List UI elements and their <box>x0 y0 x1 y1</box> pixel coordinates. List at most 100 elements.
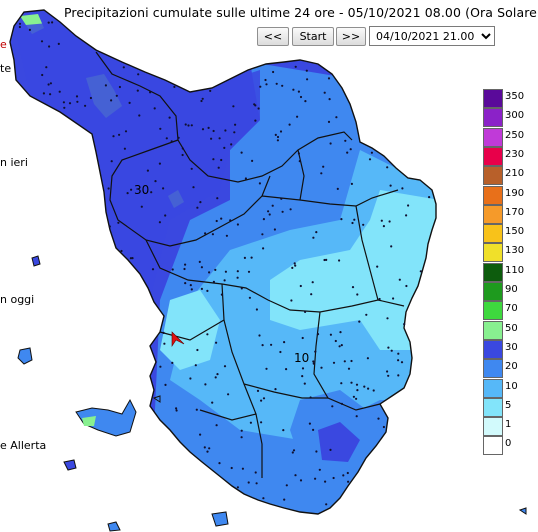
station-dot <box>45 66 48 69</box>
station-dot <box>229 219 232 222</box>
station-dot <box>150 191 153 194</box>
station-dot <box>76 100 79 103</box>
station-dot <box>128 101 131 104</box>
station-dot <box>355 415 358 418</box>
station-dot <box>136 89 139 92</box>
station-dot <box>387 374 390 377</box>
station-dot <box>194 364 197 367</box>
station-dot <box>401 187 404 190</box>
station-dot <box>328 98 331 101</box>
station-dot <box>198 260 201 263</box>
station-dot <box>177 136 180 139</box>
station-dot <box>184 123 187 126</box>
station-dot <box>57 42 60 46</box>
next-button[interactable]: >> <box>336 27 366 46</box>
station-dot <box>181 147 184 150</box>
legend-label: 50 <box>505 322 518 334</box>
legend-label: 250 <box>505 129 525 141</box>
station-dot <box>352 395 355 398</box>
legend-swatch <box>483 243 503 263</box>
legend-label: 10 <box>505 380 518 392</box>
station-dot <box>320 366 323 369</box>
station-dot <box>358 320 361 323</box>
station-dot <box>199 201 202 204</box>
station-dot <box>315 231 318 234</box>
station-dot <box>298 160 301 163</box>
station-dot <box>158 162 161 165</box>
station-dot <box>184 282 187 285</box>
station-dot <box>149 91 152 94</box>
station-dot <box>214 268 217 271</box>
legend-swatch <box>483 339 503 359</box>
station-dot <box>350 182 353 185</box>
legend-label: 230 <box>505 148 525 160</box>
station-dot <box>196 206 199 209</box>
station-dot <box>403 323 406 326</box>
station-dot <box>126 192 129 195</box>
station-dot <box>212 158 215 161</box>
station-dot <box>258 182 261 185</box>
station-dot <box>296 115 299 118</box>
station-dot <box>265 83 268 86</box>
sidebar-text-oggi[interactable]: n oggi <box>0 293 35 306</box>
legend-swatch <box>483 204 503 224</box>
legend-swatch <box>483 224 503 244</box>
time-select[interactable]: 04/10/2021 21.00 <box>369 26 495 46</box>
legend-swatch <box>483 417 503 437</box>
station-dot <box>259 85 262 88</box>
legend-swatch <box>483 320 503 340</box>
start-button[interactable]: Start <box>292 27 334 46</box>
station-dot <box>301 375 304 378</box>
station-dot <box>390 245 393 248</box>
station-dot <box>209 89 212 92</box>
station-dot <box>350 359 353 363</box>
sidebar-text[interactable]: te <box>0 62 12 75</box>
station-dot <box>171 361 174 364</box>
station-dot <box>279 350 282 354</box>
station-dot <box>199 433 202 436</box>
station-dot <box>62 101 65 104</box>
map-title: Precipitazioni cumulate sulle ultime 24 … <box>64 5 538 20</box>
legend-label: 190 <box>505 187 525 199</box>
station-dot <box>201 128 205 131</box>
station-dot <box>195 408 198 411</box>
station-dot <box>138 114 141 117</box>
station-dot <box>350 381 353 384</box>
station-dot <box>192 186 195 189</box>
station-dot <box>363 385 366 388</box>
station-dot <box>265 367 268 370</box>
location-marker[interactable] <box>171 331 185 347</box>
station-dot <box>130 188 133 191</box>
station-dot <box>163 342 166 345</box>
station-dot <box>310 293 313 296</box>
legend-swatch <box>483 166 503 186</box>
station-dot <box>159 127 162 130</box>
station-dot <box>212 129 215 133</box>
station-dot <box>318 468 321 471</box>
station-dot <box>382 225 385 228</box>
station-dot <box>260 399 263 402</box>
station-dot <box>49 93 52 96</box>
station-dot <box>299 95 303 99</box>
legend-swatch <box>483 262 503 282</box>
station-dot <box>164 214 167 217</box>
station-dot <box>386 370 389 373</box>
station-dot <box>308 422 311 425</box>
station-dot <box>206 333 209 336</box>
station-dot <box>241 467 244 470</box>
sidebar-text-allerta[interactable]: e Allerta <box>0 439 47 452</box>
station-dot <box>290 299 293 302</box>
sidebar-text-ieri[interactable]: n ieri <box>0 156 28 169</box>
station-dot <box>274 388 277 391</box>
previous-button[interactable]: << <box>257 27 289 46</box>
station-dot <box>400 361 404 364</box>
station-dot <box>356 293 359 296</box>
legend-label: 210 <box>505 168 525 180</box>
sidebar-link-text[interactable]: e <box>0 38 7 51</box>
station-dot <box>58 90 61 93</box>
station-dot <box>131 257 134 260</box>
station-dot <box>388 220 391 223</box>
station-dot <box>256 389 260 392</box>
station-dot <box>104 84 107 87</box>
